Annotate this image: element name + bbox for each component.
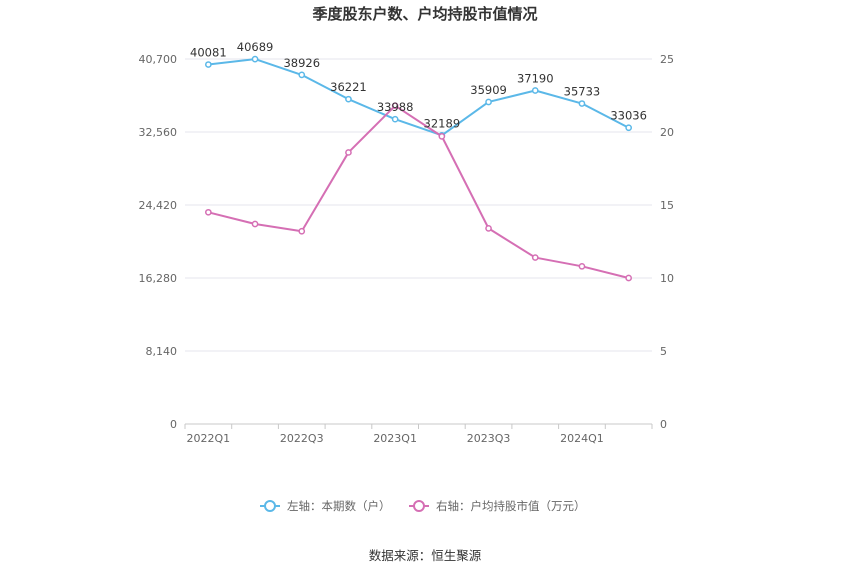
data-label: 32189 bbox=[424, 116, 461, 130]
data-labels: 40081 40689 38926 36221 33988 32189 35909 37190… bbox=[190, 40, 647, 130]
avg-market-value-point bbox=[531, 254, 539, 261]
x-axis: 2022Q1 2022Q3 2023Q1 2023Q3 2024Q1 bbox=[184, 424, 653, 445]
source-text: 数据来源：恒生聚源 bbox=[369, 548, 482, 563]
x-tick-label: 2024Q1 bbox=[560, 432, 604, 445]
shareholders-point bbox=[345, 95, 352, 103]
shareholders-line bbox=[208, 58, 630, 137]
data-label: 37190 bbox=[517, 71, 554, 85]
shareholders-point bbox=[625, 124, 633, 132]
y-right-tick-label: 20 bbox=[660, 126, 674, 139]
y-right-tick-label: 10 bbox=[660, 272, 674, 285]
x-tick-label: 2023Q1 bbox=[373, 432, 417, 445]
avg-market-value-point bbox=[578, 262, 586, 270]
shareholders-point bbox=[298, 71, 306, 79]
avg-market-value-point bbox=[391, 102, 399, 110]
legend-marker-icon bbox=[264, 500, 276, 512]
avg-market-value-line bbox=[208, 104, 629, 279]
left-axis: 0 8,140 16,280 24,420 32,560 40,700 bbox=[139, 53, 178, 431]
legend[interactable]: 左轴：本期数（户） 右轴：户均持股市值（万元） bbox=[260, 499, 586, 513]
legend-label: 左轴：本期数（户） bbox=[287, 499, 391, 513]
shareholders-point bbox=[531, 87, 539, 94]
legend-marker-icon bbox=[413, 500, 425, 512]
legend-item-shareholders[interactable]: 左轴：本期数（户） bbox=[260, 499, 391, 513]
avg-market-value-point bbox=[251, 220, 259, 228]
avg-market-value-point bbox=[345, 149, 352, 156]
y-right-tick-label: 0 bbox=[660, 418, 667, 431]
x-tick-label: 2023Q3 bbox=[467, 432, 511, 445]
data-label: 33036 bbox=[610, 109, 647, 123]
x-tick-label: 2022Q3 bbox=[280, 432, 324, 445]
series-avg-market-value bbox=[205, 102, 633, 282]
shareholders-point bbox=[578, 100, 586, 107]
shareholders-point bbox=[391, 115, 399, 123]
data-label: 38926 bbox=[283, 56, 320, 70]
shareholders-point bbox=[485, 98, 492, 106]
data-label: 40081 bbox=[190, 46, 227, 60]
y-right-tick-label: 25 bbox=[660, 53, 674, 66]
data-label: 35909 bbox=[470, 83, 507, 97]
series-shareholders bbox=[205, 55, 633, 139]
data-label: 40689 bbox=[237, 40, 274, 54]
avg-market-value-point bbox=[438, 133, 446, 140]
right-axis: 0 5 10 15 20 25 bbox=[660, 53, 674, 431]
y-left-tick-label: 32,560 bbox=[139, 126, 178, 139]
y-left-tick-label: 40,700 bbox=[139, 53, 178, 66]
y-left-tick-label: 8,140 bbox=[146, 345, 178, 358]
avg-market-value-point bbox=[485, 225, 492, 232]
chart-title: 季度股东户数、户均持股市值情况 bbox=[312, 5, 537, 23]
legend-item-avg-market-value[interactable]: 右轴：户均持股市值（万元） bbox=[409, 499, 586, 513]
data-label: 36221 bbox=[330, 80, 367, 94]
y-right-tick-label: 15 bbox=[660, 199, 674, 212]
avg-market-value-point bbox=[205, 208, 212, 216]
avg-market-value-point bbox=[298, 227, 306, 235]
y-left-tick-label: 0 bbox=[170, 418, 177, 431]
legend-label: 右轴：户均持股市值（万元） bbox=[436, 499, 586, 513]
data-label: 35733 bbox=[564, 85, 601, 99]
grid bbox=[185, 58, 652, 425]
shareholders-point bbox=[205, 61, 212, 68]
data-label: 33988 bbox=[377, 100, 414, 114]
shareholders-point bbox=[251, 55, 259, 63]
y-left-tick-label: 24,420 bbox=[139, 199, 178, 212]
x-tick-label: 2022Q1 bbox=[187, 432, 231, 445]
y-right-tick-label: 5 bbox=[660, 345, 667, 358]
avg-market-value-point bbox=[625, 274, 633, 282]
y-left-tick-label: 16,280 bbox=[139, 272, 178, 285]
